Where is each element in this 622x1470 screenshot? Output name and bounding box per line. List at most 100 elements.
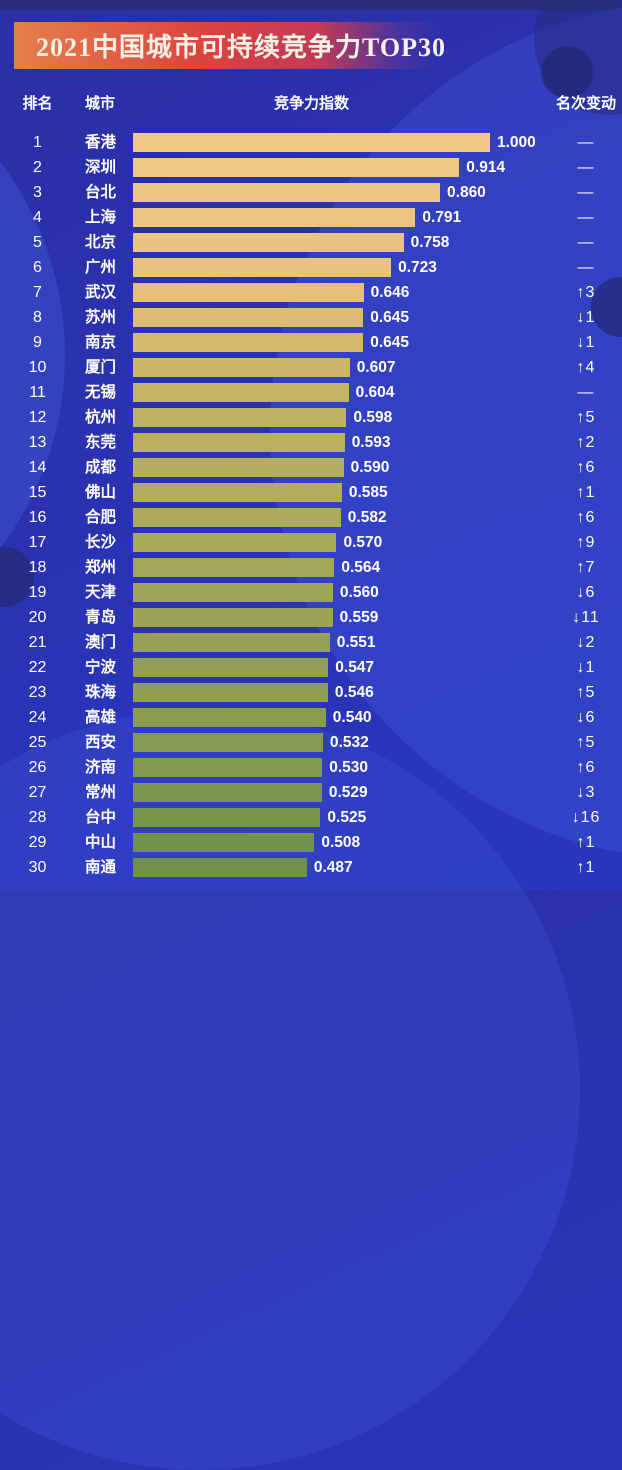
table-row: 7 武汉 0.646 ↑3 xyxy=(0,280,622,305)
rank-label: 11 xyxy=(29,384,46,401)
value-bar xyxy=(133,658,329,677)
column-header-index: 竞争力指数 xyxy=(273,95,349,112)
city-label: 佛山 xyxy=(85,484,117,501)
bar-track: 0.546 xyxy=(133,683,490,702)
value-label: 0.860 xyxy=(447,184,486,201)
value-bar xyxy=(133,808,321,827)
value-bar xyxy=(133,258,392,277)
city-label: 苏州 xyxy=(85,309,117,326)
value-label: 0.508 xyxy=(321,834,361,851)
value-bar xyxy=(133,433,345,452)
bar-track: 0.570 xyxy=(133,533,490,552)
bar-track: 0.540 xyxy=(133,708,490,727)
table-row: 28 台中 0.525 ↓16 xyxy=(0,805,622,830)
value-label: 0.559 xyxy=(339,609,379,626)
table-row: 5 北京 0.758 — xyxy=(0,230,622,255)
table-row: 9 南京 0.645 ↓1 xyxy=(0,330,622,355)
value-bar xyxy=(133,783,322,802)
change-label: ↑3 xyxy=(576,284,596,301)
rank-label: 16 xyxy=(28,509,47,526)
city-label: 东莞 xyxy=(85,434,117,451)
change-label: — xyxy=(577,234,595,251)
table-header: 排名 城市 竞争力指数 名次变动 xyxy=(0,92,622,112)
city-label: 广州 xyxy=(85,259,117,276)
city-label: 南京 xyxy=(85,334,117,351)
rank-label: 1 xyxy=(33,134,42,151)
column-header-rank: 排名 xyxy=(22,95,53,112)
table-row: 20 青岛 0.559 ↓11 xyxy=(0,605,622,630)
value-bar xyxy=(133,183,441,202)
value-bar xyxy=(133,708,326,727)
bar-track: 0.593 xyxy=(133,433,490,452)
rank-label: 27 xyxy=(28,784,47,801)
bar-track: 1.000 xyxy=(133,133,536,152)
value-bar xyxy=(133,208,416,227)
value-bar xyxy=(133,483,342,502)
value-label: 0.564 xyxy=(341,559,381,576)
city-label: 无锡 xyxy=(85,384,117,401)
rank-label: 5 xyxy=(33,234,42,251)
rank-label: 2 xyxy=(33,159,42,176)
rank-label: 24 xyxy=(28,709,47,726)
rank-label: 10 xyxy=(28,359,47,376)
rank-label: 25 xyxy=(28,734,47,751)
table-row: 30 南通 0.487 ↑1 xyxy=(0,855,622,880)
table-row: 3 台北 0.860 — xyxy=(0,180,622,205)
table-row: 14 成都 0.590 ↑6 xyxy=(0,455,622,480)
table-row: 19 天津 0.560 ↓6 xyxy=(0,580,622,605)
value-label: 0.529 xyxy=(328,784,368,801)
change-label: — xyxy=(577,259,595,276)
city-label: 台北 xyxy=(85,184,117,201)
change-label: ↑9 xyxy=(576,534,596,551)
change-label: ↑5 xyxy=(576,734,596,751)
bar-track: 0.487 xyxy=(133,858,490,877)
change-label: — xyxy=(577,209,595,226)
change-label: ↑1 xyxy=(576,834,596,851)
table-row: 13 东莞 0.593 ↑2 xyxy=(0,430,622,455)
bar-track: 0.590 xyxy=(133,458,490,477)
value-label: 0.551 xyxy=(336,634,376,651)
value-label: 1.000 xyxy=(497,134,536,151)
bar-track: 0.645 xyxy=(133,308,490,327)
ranking-list: 1 香港 1.000 — 2 深圳 0.914 — 3 台北 0.860 — 4… xyxy=(0,130,622,880)
bar-track: 0.529 xyxy=(133,783,490,802)
rank-label: 21 xyxy=(28,634,47,651)
bar-track: 0.551 xyxy=(133,633,490,652)
rank-label: 6 xyxy=(33,259,42,276)
city-label: 西安 xyxy=(85,734,117,751)
city-label: 厦门 xyxy=(85,359,117,376)
change-label: ↑6 xyxy=(576,509,596,526)
rank-label: 19 xyxy=(28,584,47,601)
value-label: 0.530 xyxy=(329,759,368,776)
rank-label: 20 xyxy=(28,609,47,626)
rank-label: 17 xyxy=(28,534,47,551)
city-label: 深圳 xyxy=(85,159,117,176)
table-row: 23 珠海 0.546 ↑5 xyxy=(0,680,622,705)
value-label: 0.593 xyxy=(351,434,391,451)
bar-track: 0.530 xyxy=(133,758,490,777)
change-label: — xyxy=(577,134,595,151)
city-label: 武汉 xyxy=(85,284,117,301)
city-label: 高雄 xyxy=(85,709,117,726)
value-label: 0.525 xyxy=(327,809,367,826)
bar-track: 0.508 xyxy=(133,833,490,852)
rank-label: 29 xyxy=(28,834,47,851)
table-row: 11 无锡 0.604 — xyxy=(0,380,622,405)
change-label: ↑6 xyxy=(576,459,596,476)
value-label: 0.914 xyxy=(466,159,506,176)
value-bar xyxy=(133,683,328,702)
value-label: 0.570 xyxy=(343,534,383,551)
value-label: 0.590 xyxy=(350,459,390,476)
value-label: 0.585 xyxy=(348,484,388,501)
value-label: 0.758 xyxy=(410,234,450,251)
value-label: 0.645 xyxy=(370,309,410,326)
city-label: 成都 xyxy=(85,459,117,476)
bar-track: 0.758 xyxy=(133,233,490,252)
table-row: 8 苏州 0.645 ↓1 xyxy=(0,305,622,330)
change-label: — xyxy=(577,384,595,401)
value-bar xyxy=(133,558,335,577)
bar-track: 0.791 xyxy=(133,208,490,227)
column-header-city: 城市 xyxy=(85,95,116,112)
value-label: 0.598 xyxy=(353,409,393,426)
rank-label: 28 xyxy=(28,809,47,826)
